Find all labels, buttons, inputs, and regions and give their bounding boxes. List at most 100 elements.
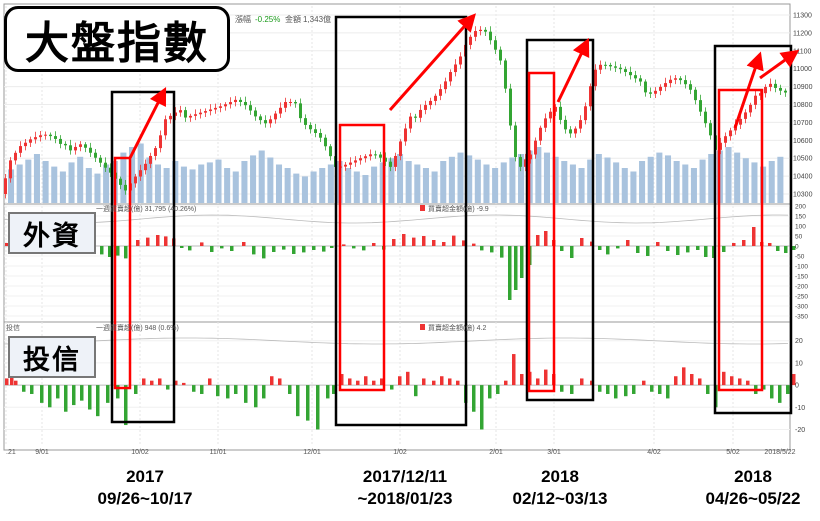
caption-period-1-line2: 09/26~10/17 (97, 489, 193, 508)
candle-body (299, 103, 302, 119)
trust-bar (348, 378, 352, 386)
change-label: 漲幅 (235, 14, 251, 24)
candle-body (564, 119, 567, 130)
volume-bar (16, 164, 23, 203)
foreign-bar (5, 243, 9, 246)
trust-bar (792, 374, 796, 386)
foreign-legend-left: 一週買賣超(億) 31,795 (40.26%) (96, 204, 196, 213)
y-tick-label-main: 11200 (793, 30, 812, 37)
trust-bar (200, 385, 204, 394)
foreign-bar (282, 246, 286, 250)
trust-bar (666, 385, 670, 399)
candle-body (164, 119, 167, 136)
foreign-bar (500, 246, 504, 258)
candle-body (254, 110, 257, 117)
volume-bar (561, 161, 568, 203)
trust-bar (234, 385, 238, 394)
volume-bar (621, 168, 628, 203)
period-box (713, 44, 793, 415)
candle-body (144, 163, 147, 171)
candle-body (104, 162, 107, 168)
foreign-bar (462, 240, 466, 246)
trust-bar (496, 385, 500, 394)
volume-bar (734, 152, 741, 203)
candle-body (769, 83, 772, 87)
candle-body (139, 170, 142, 177)
volume-bar (595, 154, 602, 203)
volume-bar (708, 154, 715, 203)
volume-bar (440, 161, 447, 203)
candle-body (604, 64, 607, 66)
volume-bar (492, 168, 499, 203)
caption-period-3-line2: 02/12~03/13 (512, 489, 608, 508)
candle-body (659, 86, 662, 91)
volume-bar (267, 157, 274, 203)
foreign-bar (752, 227, 756, 246)
trust-bar (682, 367, 686, 386)
volume-bar (725, 147, 732, 203)
trust-bar (730, 376, 734, 386)
candle-body (629, 71, 632, 76)
candle-body (449, 72, 452, 82)
candle-body (374, 154, 377, 156)
trust-bar (488, 385, 492, 399)
foreign-bar (136, 240, 140, 246)
candle-body (19, 146, 22, 153)
foreign-bar (626, 240, 630, 246)
volume-bar (414, 164, 421, 203)
caption-period-2-line2: ~2018/01/23 (357, 489, 453, 508)
trust-bar (778, 385, 782, 403)
volume-bar (258, 150, 265, 203)
candle-body (554, 106, 557, 112)
candle-body (359, 158, 362, 161)
candle-body (74, 146, 77, 151)
foreign-bar (544, 231, 548, 246)
foreign-bar (392, 239, 396, 246)
candle-body (269, 119, 272, 124)
trust-bar (536, 378, 540, 386)
y-tick-label-foreign: -200 (795, 284, 808, 291)
highlight-boxes (110, 15, 793, 427)
trust-bar (106, 385, 110, 403)
candle-body (684, 80, 687, 85)
trust-bar (332, 385, 336, 394)
foreign-bar (580, 238, 584, 246)
trust-bar (192, 385, 196, 392)
candle-body (94, 152, 97, 158)
candle-body (404, 128, 407, 142)
trust-buy-box (338, 123, 386, 392)
foreign-bar (508, 246, 512, 300)
y-tick-label-trust: 0 (795, 383, 799, 390)
candle-body (394, 155, 397, 167)
trend-arrow (556, 37, 590, 103)
trust-bar (124, 385, 128, 426)
candle-body (189, 115, 192, 118)
candle-body (744, 112, 747, 119)
foreign-bar (180, 246, 184, 248)
volume-bar (587, 159, 594, 203)
candle-body (344, 164, 347, 167)
foreign-bar (536, 235, 540, 246)
foreign-bar (352, 246, 356, 249)
candle-body (719, 142, 722, 150)
volume-bar (751, 162, 758, 203)
volume-bar (457, 152, 464, 203)
candle-body (134, 176, 137, 184)
trust-bar (786, 385, 790, 394)
candle-body (474, 31, 477, 37)
amount-label: 金額 (285, 14, 301, 24)
trust-legend-right: 買賣超金額(億) 4.2 (428, 323, 486, 332)
trend-arrow (759, 49, 800, 80)
volume-bar (77, 156, 84, 203)
volume-bar (189, 169, 196, 203)
foreign-bar (242, 242, 246, 246)
trust-bar (674, 376, 678, 386)
trust-bar (182, 382, 186, 386)
candle-body (34, 137, 37, 140)
candle-body (244, 101, 247, 106)
trust-bar (632, 385, 636, 394)
candle-body (319, 133, 322, 138)
volume-bar (656, 152, 663, 203)
y-tick-label-foreign: -150 (795, 274, 808, 281)
candle-body (214, 107, 217, 110)
